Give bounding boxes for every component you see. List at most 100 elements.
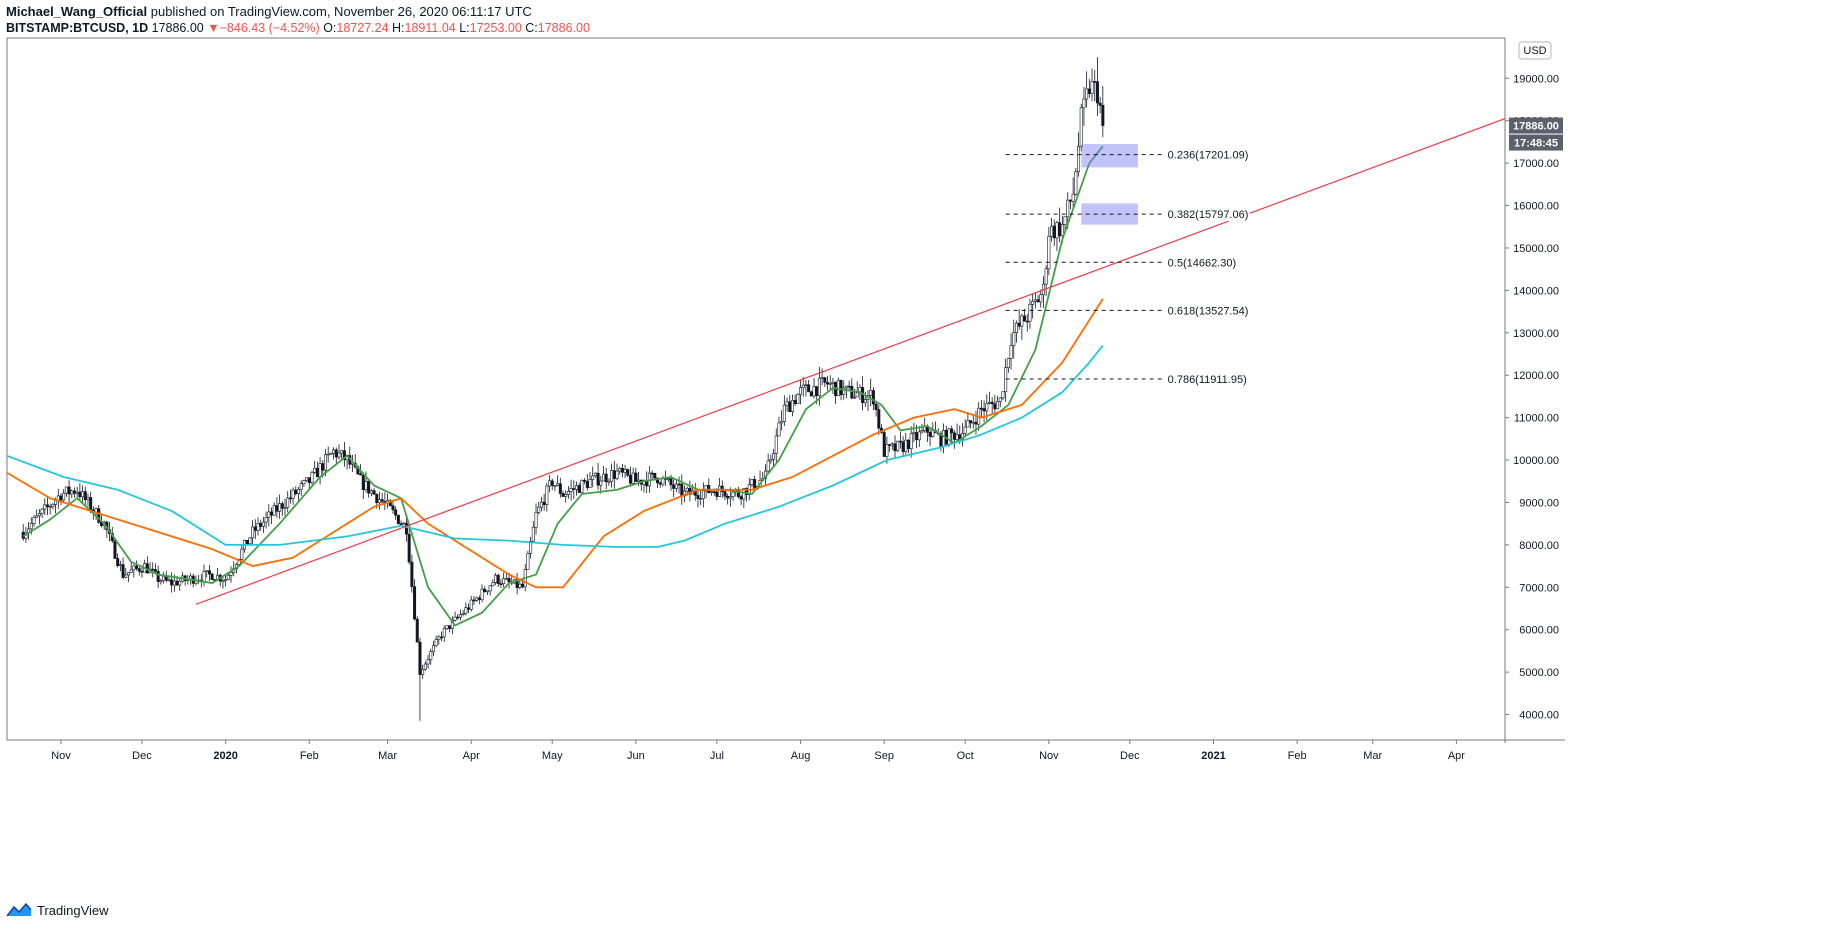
y-tick-label: 14000.00 [1513, 285, 1559, 297]
x-tick-label: Jul [710, 750, 724, 762]
candle-body [1028, 303, 1032, 322]
candle-body [674, 483, 678, 489]
candle-body [631, 472, 635, 484]
candle-body [655, 477, 659, 484]
candle-body [434, 639, 438, 646]
candle-body [987, 401, 991, 404]
candle-body [990, 401, 994, 404]
candle-body [458, 614, 462, 618]
candle-body [558, 483, 562, 494]
candle-body [32, 516, 36, 524]
candle-body [1071, 193, 1075, 202]
candle-body [1023, 315, 1027, 322]
candle-body [942, 430, 946, 447]
candle-body [248, 537, 252, 545]
candle-body [280, 503, 284, 509]
plot-frame [6, 37, 1506, 741]
candle-body [162, 576, 166, 582]
candle-body [1050, 225, 1054, 237]
candle-body [81, 491, 85, 498]
x-tick-label: Dec [132, 750, 152, 762]
y-tick-label: 16000.00 [1513, 201, 1559, 213]
moving-average-line-1 [6, 298, 1104, 589]
candle-body [326, 453, 330, 456]
candle-body [315, 467, 319, 478]
candle-body [847, 385, 851, 388]
x-tick-label: 2021 [1201, 750, 1225, 762]
candle-body [974, 421, 978, 425]
candle-body [491, 582, 495, 587]
candle-body [305, 477, 309, 481]
candle-body [801, 384, 805, 388]
candle-body [210, 573, 214, 580]
candle-body [1020, 315, 1024, 327]
candle-body [772, 452, 776, 460]
fib-level-label: 0.618(13527.54) [1168, 305, 1249, 317]
y-tick-label: 11000.00 [1514, 413, 1559, 425]
x-tick-label: Mar [1363, 750, 1382, 762]
candle-body [715, 491, 719, 497]
candle-body [966, 420, 970, 428]
candle-body [1012, 332, 1016, 346]
candle-body [1095, 81, 1099, 104]
symbol-label[interactable]: BITSTAMP:BTCUSD, 1D [6, 21, 149, 35]
candle-body [577, 485, 581, 493]
candle-body [156, 571, 160, 582]
candle-body [402, 522, 406, 525]
price-change: ▼−846.43 (−4.52%) [207, 21, 320, 35]
candle-body [699, 498, 703, 500]
candle-body [777, 422, 781, 437]
candle-body [467, 607, 471, 610]
candle-body [1004, 367, 1008, 393]
trendline[interactable] [195, 118, 1506, 605]
x-tick-label: Feb [1288, 750, 1307, 762]
candle-body [650, 472, 654, 475]
candle-body [167, 579, 171, 582]
candle-body [461, 613, 465, 616]
candle-body [615, 470, 619, 479]
moving-average-line-2 [6, 344, 1104, 548]
candle-body [294, 489, 298, 495]
candle-body [440, 636, 444, 639]
candle-body [572, 488, 576, 490]
candle-body [445, 625, 449, 629]
candle-body [221, 580, 225, 583]
candle-body [812, 386, 816, 397]
candle-body [548, 480, 552, 487]
x-tick-label: Mar [378, 750, 397, 762]
candle-body [202, 571, 206, 582]
candle-body [1009, 345, 1013, 359]
candle-body [952, 432, 956, 440]
candle-body [521, 583, 525, 588]
candle-body [1087, 88, 1091, 94]
candle-body [985, 402, 989, 412]
candle-body [807, 384, 811, 393]
candle-body [1055, 222, 1059, 239]
candle-body [823, 377, 827, 383]
candle-body [1036, 299, 1040, 303]
x-tick-label: Oct [957, 750, 974, 762]
footer-brand[interactable]: TradingView [6, 902, 109, 918]
currency-badge[interactable] [1518, 41, 1552, 60]
candle-body [43, 504, 47, 510]
candle-body [340, 450, 344, 454]
highlight-zone-1[interactable] [1081, 203, 1138, 225]
candle-body [453, 616, 457, 621]
author-name[interactable]: Michael_Wang_Official [6, 4, 148, 19]
fib-label-bg [1163, 371, 1250, 386]
candle-body [799, 387, 803, 395]
y-tick-label: 8000.00 [1519, 540, 1559, 552]
candle-body [135, 565, 139, 569]
candle-body [680, 483, 684, 497]
candle-body [272, 505, 276, 516]
highlight-zone-0[interactable] [1081, 144, 1138, 168]
candle-body [1044, 268, 1048, 285]
currency-badge-label: USD [1523, 45, 1546, 57]
candle-body [950, 428, 954, 434]
candle-body [51, 504, 55, 507]
candle-body [62, 492, 66, 501]
candle-body [696, 495, 700, 499]
candle-body [904, 439, 908, 452]
candle-body [124, 574, 128, 578]
